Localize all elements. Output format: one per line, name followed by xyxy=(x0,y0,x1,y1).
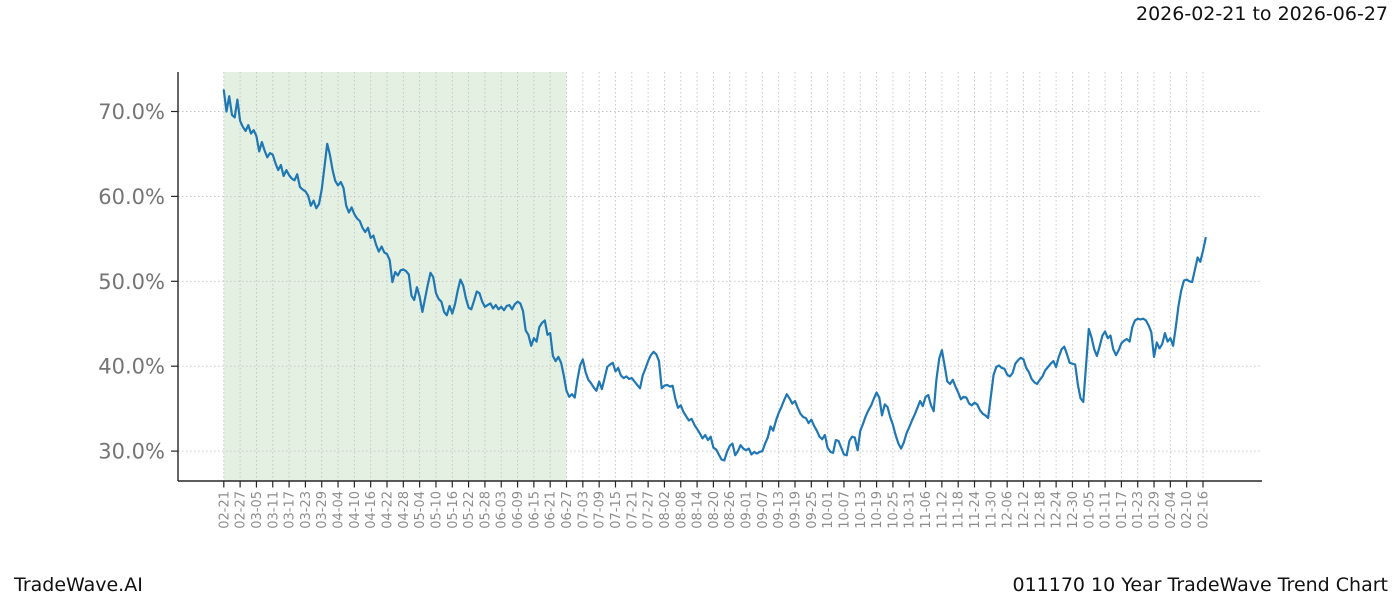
brand-label: TradeWave.AI xyxy=(14,574,143,596)
x-tick-label: 12-30 xyxy=(1066,491,1081,529)
x-tick-label: 07-09 xyxy=(593,491,608,529)
date-range-title: 2026-02-21 to 2026-06-27 xyxy=(1136,3,1388,25)
x-tick-label: 06-21 xyxy=(544,491,559,529)
x-tick-label: 04-22 xyxy=(381,491,396,529)
x-tick-label: 04-10 xyxy=(348,491,363,529)
y-tick-label: 40.0% xyxy=(98,355,165,379)
x-tick-label: 08-26 xyxy=(723,491,738,529)
y-tick-label: 50.0% xyxy=(98,270,165,294)
x-tick-label: 01-11 xyxy=(1099,491,1114,529)
x-tick-label: 12-18 xyxy=(1033,491,1048,529)
x-tick-label: 09-07 xyxy=(756,491,771,529)
x-tick-label: 11-06 xyxy=(919,491,934,529)
x-tick-label: 09-01 xyxy=(740,491,755,529)
x-tick-label: 09-13 xyxy=(772,491,787,529)
x-tick-label: 03-17 xyxy=(283,491,298,529)
x-tick-label: 10-07 xyxy=(837,491,852,529)
x-tick-label: 10-31 xyxy=(903,491,918,529)
y-tick-label: 30.0% xyxy=(98,440,165,464)
x-tick-label: 11-18 xyxy=(952,491,967,529)
x-tick-label: 10-25 xyxy=(886,491,901,529)
x-tick-label: 03-23 xyxy=(299,491,314,529)
x-tick-label: 01-05 xyxy=(1082,491,1097,529)
x-tick-label: 02-21 xyxy=(217,491,232,529)
x-tick-label: 12-06 xyxy=(1001,491,1016,529)
x-tick-label: 07-27 xyxy=(642,491,657,529)
x-tick-label: 11-30 xyxy=(984,491,999,529)
x-tick-label: 05-22 xyxy=(462,491,477,529)
x-tick-label: 02-16 xyxy=(1197,491,1212,529)
y-tick-label: 70.0% xyxy=(98,100,165,124)
x-tick-label: 03-05 xyxy=(250,491,265,529)
x-tick-label: 01-29 xyxy=(1148,491,1163,529)
chart-title-label: 011170 10 Year TradeWave Trend Chart xyxy=(1012,574,1388,596)
x-tick-label: 10-01 xyxy=(821,491,836,529)
x-tick-label: 02-27 xyxy=(234,491,249,529)
x-tick-label: 02-04 xyxy=(1164,491,1179,529)
x-tick-label: 06-03 xyxy=(495,491,510,529)
x-tick-label: 10-19 xyxy=(870,491,885,529)
x-tick-label: 08-14 xyxy=(691,491,706,529)
x-tick-label: 12-12 xyxy=(1017,491,1032,529)
x-tick-label: 06-15 xyxy=(527,491,542,529)
x-tick-label: 01-17 xyxy=(1115,491,1130,529)
x-tick-label: 06-27 xyxy=(560,491,575,529)
x-tick-label: 05-16 xyxy=(446,491,461,529)
x-tick-label: 12-24 xyxy=(1050,491,1065,529)
x-tick-label: 02-10 xyxy=(1180,491,1195,529)
x-tick-label: 07-21 xyxy=(625,491,640,529)
x-tick-label: 11-24 xyxy=(968,491,983,529)
x-tick-label: 07-03 xyxy=(576,491,591,529)
x-tick-label: 01-23 xyxy=(1131,491,1146,529)
x-tick-label: 04-16 xyxy=(364,491,379,529)
x-tick-label: 09-19 xyxy=(789,491,804,529)
x-tick-label: 03-29 xyxy=(315,491,330,529)
x-tick-label: 08-02 xyxy=(658,491,673,529)
x-tick-label: 05-28 xyxy=(478,491,493,529)
x-tick-label: 07-15 xyxy=(609,491,624,529)
y-tick-label: 60.0% xyxy=(98,185,165,209)
x-tick-label: 10-13 xyxy=(854,491,869,529)
x-tick-label: 11-12 xyxy=(935,491,950,529)
highlight-region xyxy=(223,72,567,481)
x-tick-label: 05-04 xyxy=(413,491,428,529)
x-tick-label: 08-20 xyxy=(707,491,722,529)
x-tick-label: 06-09 xyxy=(511,491,526,529)
x-tick-label: 08-08 xyxy=(674,491,689,529)
x-tick-label: 05-10 xyxy=(429,491,444,529)
x-tick-label: 03-11 xyxy=(266,491,281,529)
x-tick-label: 09-25 xyxy=(805,491,820,529)
x-tick-label: 04-04 xyxy=(332,491,347,529)
trend-line xyxy=(222,89,1207,462)
x-tick-label: 04-28 xyxy=(397,491,412,529)
